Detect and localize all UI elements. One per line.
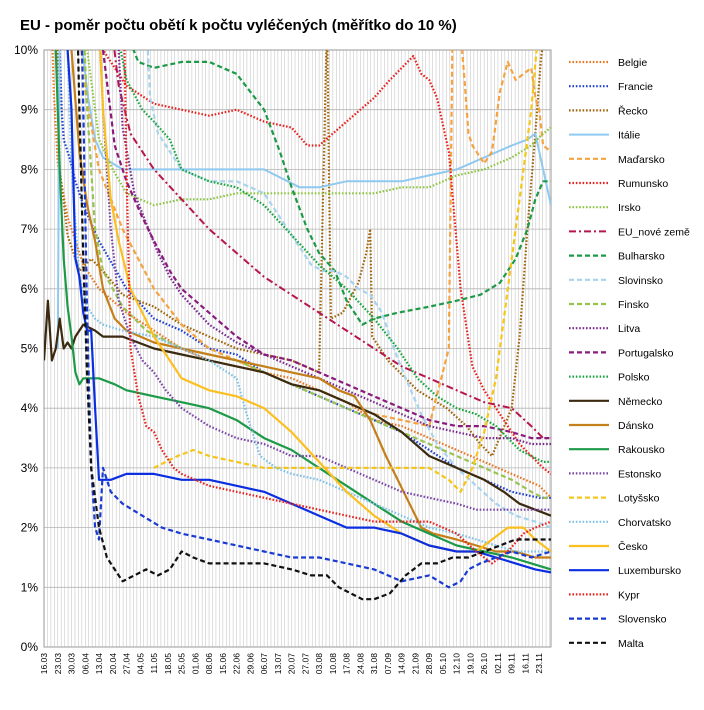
- series-line-16: [70, 50, 551, 559]
- y-tick-label: 10%: [14, 43, 38, 57]
- x-tick-label: 09.11: [507, 653, 517, 674]
- legend-label: Irsko: [618, 202, 641, 214]
- y-tick-label: 8%: [21, 162, 39, 176]
- plot-area: [44, 50, 551, 601]
- x-tick-label: 06.07: [259, 653, 269, 675]
- legend-label: Řecko: [618, 104, 648, 117]
- x-tick-label: 20.07: [287, 653, 297, 675]
- x-axis-ticks: 16.03 23.03 30.03 06.04 13.04 20.04 27.04 04.05…: [39, 653, 544, 675]
- legend-label: Belgie: [618, 57, 647, 69]
- legend-label: Luxembursko: [618, 565, 681, 577]
- y-tick-label: 0%: [21, 640, 39, 654]
- y-tick-label: 2%: [21, 521, 39, 535]
- x-tick-label: 10.08: [328, 653, 338, 675]
- y-tick-label: 1%: [21, 580, 39, 594]
- series-line-23: [123, 50, 551, 565]
- x-tick-label: 13.07: [273, 653, 283, 675]
- y-tick-label: 6%: [21, 282, 39, 296]
- series-line-5: [80, 50, 551, 428]
- x-tick-label: 27.07: [300, 653, 310, 675]
- x-tick-label: 16.11: [520, 653, 530, 674]
- series-line-14: [119, 50, 551, 463]
- x-tick-label: 24.08: [355, 653, 365, 675]
- x-tick-label: 11.05: [149, 653, 159, 674]
- legend-label: Malta: [618, 638, 644, 650]
- x-tick-label: 08.06: [204, 653, 214, 675]
- x-tick-label: 14.09: [397, 653, 407, 675]
- x-tick-label: 20.04: [108, 653, 118, 675]
- x-tick-label: 17.08: [342, 653, 352, 675]
- series-line-13: [101, 50, 551, 440]
- legend-label: Portugalsko: [618, 347, 674, 359]
- x-tick-label: 04.05: [135, 653, 145, 675]
- x-tick-label: 02.11: [493, 653, 503, 674]
- legend-label: Slovensko: [618, 614, 667, 626]
- x-tick-label: 12.10: [452, 653, 462, 675]
- series-line-20: [66, 50, 551, 553]
- series-line-22: [66, 50, 551, 574]
- x-tick-label: 05.10: [438, 653, 448, 675]
- x-tick-label: 26.10: [479, 653, 489, 675]
- series-line-7: [86, 50, 551, 207]
- legend-label: Maďarsko: [618, 154, 665, 166]
- x-tick-label: 03.08: [314, 653, 324, 675]
- x-tick-label: 23.03: [53, 653, 63, 675]
- legend-label: EU_nové země: [618, 226, 690, 238]
- legend-label: Dánsko: [618, 420, 654, 432]
- legend-label: Rumunsko: [618, 178, 668, 190]
- x-tick-label: 01.06: [190, 653, 200, 675]
- legend-label: Finsko: [618, 299, 649, 311]
- x-tick-label: 07.09: [383, 653, 393, 675]
- x-tick-label: 22.06: [232, 653, 242, 675]
- legend-label: Rakousko: [618, 444, 665, 456]
- legend-label: Kypr: [618, 589, 640, 601]
- x-tick-label: 06.04: [80, 653, 90, 675]
- x-tick-label: 30.03: [67, 653, 77, 675]
- legend-label: Estonsko: [618, 468, 661, 480]
- x-tick-label: 21.09: [410, 653, 420, 675]
- legend-label: Litva: [618, 323, 640, 335]
- y-tick-label: 5%: [21, 342, 39, 356]
- legend-label: Bulharsko: [618, 251, 665, 263]
- legend-label: Itálie: [618, 130, 640, 142]
- legend-label: Francie: [618, 81, 653, 93]
- legend-label: Německo: [618, 396, 663, 408]
- x-tick-label: 16.03: [39, 653, 49, 675]
- series-line-10: [146, 50, 551, 529]
- x-tick-label: 23.11: [534, 653, 544, 674]
- series-line-18: [99, 50, 551, 511]
- chart-title: EU - poměr počtu obětí k počtu vyléčenýc…: [20, 17, 457, 34]
- series-line-15: [44, 299, 551, 517]
- series-line-17: [54, 50, 551, 571]
- x-tick-label: 19.10: [465, 653, 475, 675]
- x-tick-label: 15.06: [218, 653, 228, 675]
- x-tick-label: 27.04: [122, 653, 132, 675]
- x-tick-label: 29.06: [245, 653, 255, 675]
- series-line-12: [117, 50, 551, 446]
- legend-label: Slovinsko: [618, 275, 663, 287]
- y-tick-label: 9%: [21, 103, 39, 117]
- legend-label: Lotyšsko: [618, 493, 660, 505]
- series-line-8: [113, 50, 551, 440]
- series-line-11: [83, 50, 551, 499]
- series-line-9: [132, 50, 551, 326]
- legend-label: Česko: [618, 540, 648, 553]
- series-line-21: [99, 50, 551, 553]
- y-tick-label: 3%: [21, 461, 39, 475]
- series-line-3: [56, 50, 544, 458]
- x-tick-label: 18.05: [163, 653, 173, 675]
- legend-label: Polsko: [618, 372, 650, 384]
- x-tick-label: 25.05: [177, 653, 187, 675]
- x-tick-label: 28.09: [424, 653, 434, 675]
- x-tick-label: 13.04: [94, 653, 104, 675]
- legend-label: Chorvatsko: [618, 517, 671, 529]
- y-tick-label: 4%: [21, 401, 39, 415]
- y-axis-ticks: 0% 1% 2% 3% 4% 5% 6% 7% 8% 9% 10%: [14, 43, 38, 654]
- legend: Belgie Francie Řecko Itálie Maďarsko Rumunsko…: [569, 57, 690, 650]
- x-tick-label: 31.08: [369, 653, 379, 675]
- series-line-24: [80, 50, 551, 589]
- y-tick-label: 7%: [21, 222, 39, 236]
